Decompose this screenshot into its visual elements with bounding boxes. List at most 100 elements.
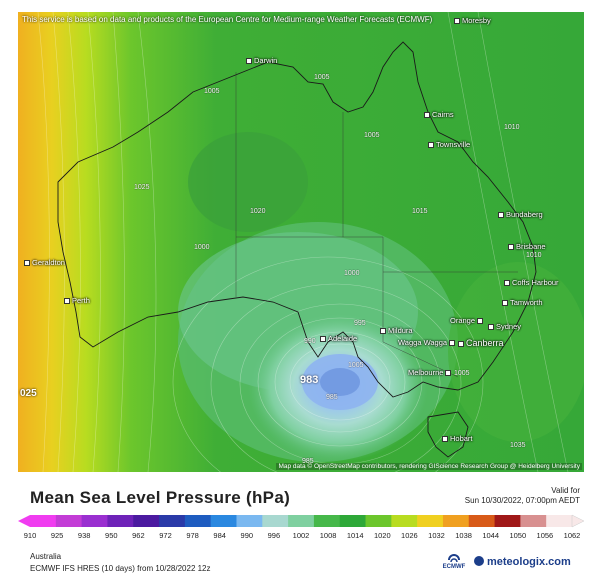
scale-tick-label: 1032	[428, 531, 445, 540]
isobar-label: 1005	[364, 132, 380, 139]
scale-swatch	[30, 515, 57, 527]
scale-swatch	[236, 515, 263, 527]
isobar-label: 1025	[134, 184, 150, 191]
isobars	[37, 12, 569, 472]
scale-swatch	[107, 515, 134, 527]
isobar-label: 1005	[454, 370, 470, 377]
scale-tick-label: 1002	[292, 531, 310, 540]
isobar-label: 985	[302, 458, 314, 465]
scale-tick-label: 978	[186, 531, 199, 540]
ecmwf-logo-text: ECMWF	[442, 564, 466, 570]
scale-swatch	[55, 515, 83, 527]
city-orange: Orange	[450, 316, 485, 325]
brand-link[interactable]: meteologix.com	[474, 556, 571, 568]
valid-label: Valid for	[551, 486, 580, 495]
scale-tick-label: 1014	[346, 531, 364, 540]
scale-tick-label: 1062	[563, 531, 581, 540]
scale-swatch	[184, 515, 212, 527]
isobar-label: 1005	[204, 88, 220, 95]
valid-datetime: Sun 10/30/2022, 07:00pm AEDT	[464, 496, 580, 505]
scale-tick-label: 1008	[319, 531, 337, 540]
scale-tick-label: 972	[159, 531, 172, 540]
city-hobart: Hobart	[442, 434, 473, 443]
city-bundaberg: Bundaberg	[498, 210, 543, 219]
scale-swatch	[159, 515, 186, 527]
region-label: Australia	[30, 552, 62, 561]
scale-swatch	[81, 515, 108, 527]
city-sydney: Sydney	[488, 322, 521, 331]
city-melbourne: Melbourne	[408, 368, 453, 377]
isobar-label: 995	[354, 320, 366, 327]
scale-tick-label: 984	[213, 531, 226, 540]
city-geraldton: Geraldton	[24, 258, 65, 267]
edge-pressure-label: 025	[20, 388, 37, 399]
scale-swatch	[391, 515, 418, 527]
state-borders	[235, 72, 518, 378]
city-brisbane: Brisbane	[508, 242, 546, 251]
isobar-label: 1005	[314, 74, 330, 81]
scale-tick-label: 1020	[373, 531, 391, 540]
map-canvas	[18, 12, 584, 472]
isobar-label: 1020	[250, 208, 266, 215]
brand-globe-icon	[474, 556, 484, 566]
scale-tick-label: 910	[23, 531, 37, 540]
city-coffs-harbour: Coffs Harbour	[504, 278, 559, 287]
scale-swatch	[520, 515, 547, 527]
scale-swatch	[468, 515, 496, 527]
scale-tick-label: 925	[50, 531, 64, 540]
scale-swatch	[417, 515, 444, 527]
isobar-label: 1015	[412, 208, 428, 215]
city-wagga-wagga: Wagga Wagga	[398, 338, 457, 347]
ecmwf-logo[interactable]: ECMWF	[440, 552, 468, 570]
isobar-label: 1010	[504, 124, 520, 131]
scale-swatch	[262, 515, 289, 527]
scale-tick-label: 950	[105, 531, 118, 540]
scale-arrow-low	[18, 515, 30, 527]
scale-swatch	[494, 515, 521, 527]
scale-tick-label: 990	[240, 531, 254, 540]
scale-tick-label: 962	[132, 531, 145, 540]
city-darwin: Darwin	[246, 56, 277, 65]
scale-swatch	[313, 515, 341, 527]
scale-tick-label: 1050	[509, 531, 527, 540]
scale-tick-label: 1026	[401, 531, 418, 540]
scale-swatch	[339, 515, 367, 527]
scale-swatch	[288, 515, 315, 527]
isobar-label: 1005	[348, 362, 364, 369]
scale-swatch	[546, 515, 573, 527]
isobar-label: 1035	[510, 442, 526, 449]
low-center-label: 983	[300, 374, 319, 386]
isobar-label: 985	[326, 394, 338, 401]
pressure-map[interactable]: This service is based on data and produc…	[18, 12, 584, 472]
scale-tick-label: 1056	[536, 531, 554, 540]
isobar-label: 1000	[194, 244, 210, 251]
color-scale: 910 925 938 950 962 972 978 984 990 996 1002 1008 10…	[18, 513, 584, 543]
scale-tick-label: 996	[267, 531, 281, 540]
scale-swatch	[442, 515, 470, 527]
scale-swatch	[210, 515, 237, 527]
color-scale-bar	[18, 514, 584, 528]
city-perth: Perth	[64, 296, 90, 305]
scale-arrow-high	[571, 514, 584, 528]
city-mildura: Mildura	[380, 326, 413, 335]
city-cairns: Cairns	[424, 110, 454, 119]
ecmwf-logo-icon	[448, 554, 460, 563]
valid-time: Valid for Sun 10/30/2022, 07:00pm AEDT	[465, 486, 580, 506]
scale-swatch	[365, 515, 392, 527]
coastline-tasmania	[427, 411, 469, 458]
scale-tick-label: 1038	[455, 531, 472, 540]
isobar-label: 1000	[344, 270, 360, 277]
model-info: ECMWF IFS HRES (10 days) from 10/28/2022…	[30, 564, 211, 573]
scale-tick-label: 938	[77, 531, 91, 540]
coastline-australia	[57, 41, 537, 398]
ecmwf-attribution: This service is based on data and produc…	[22, 15, 433, 24]
isobar-label: 1010	[526, 252, 542, 259]
scale-swatch	[133, 515, 160, 527]
city-adelaide: Adelaide	[320, 334, 357, 343]
city-townsville: Townsville	[428, 140, 470, 149]
page-title: Mean Sea Level Pressure (hPa)	[30, 488, 291, 507]
city-tamworth: Tamworth	[502, 298, 543, 307]
brand-name: meteologix.com	[487, 556, 571, 568]
city-canberra: Canberra	[458, 338, 504, 348]
map-attribution: Map data © OpenStreetMap contributors, r…	[276, 463, 582, 470]
